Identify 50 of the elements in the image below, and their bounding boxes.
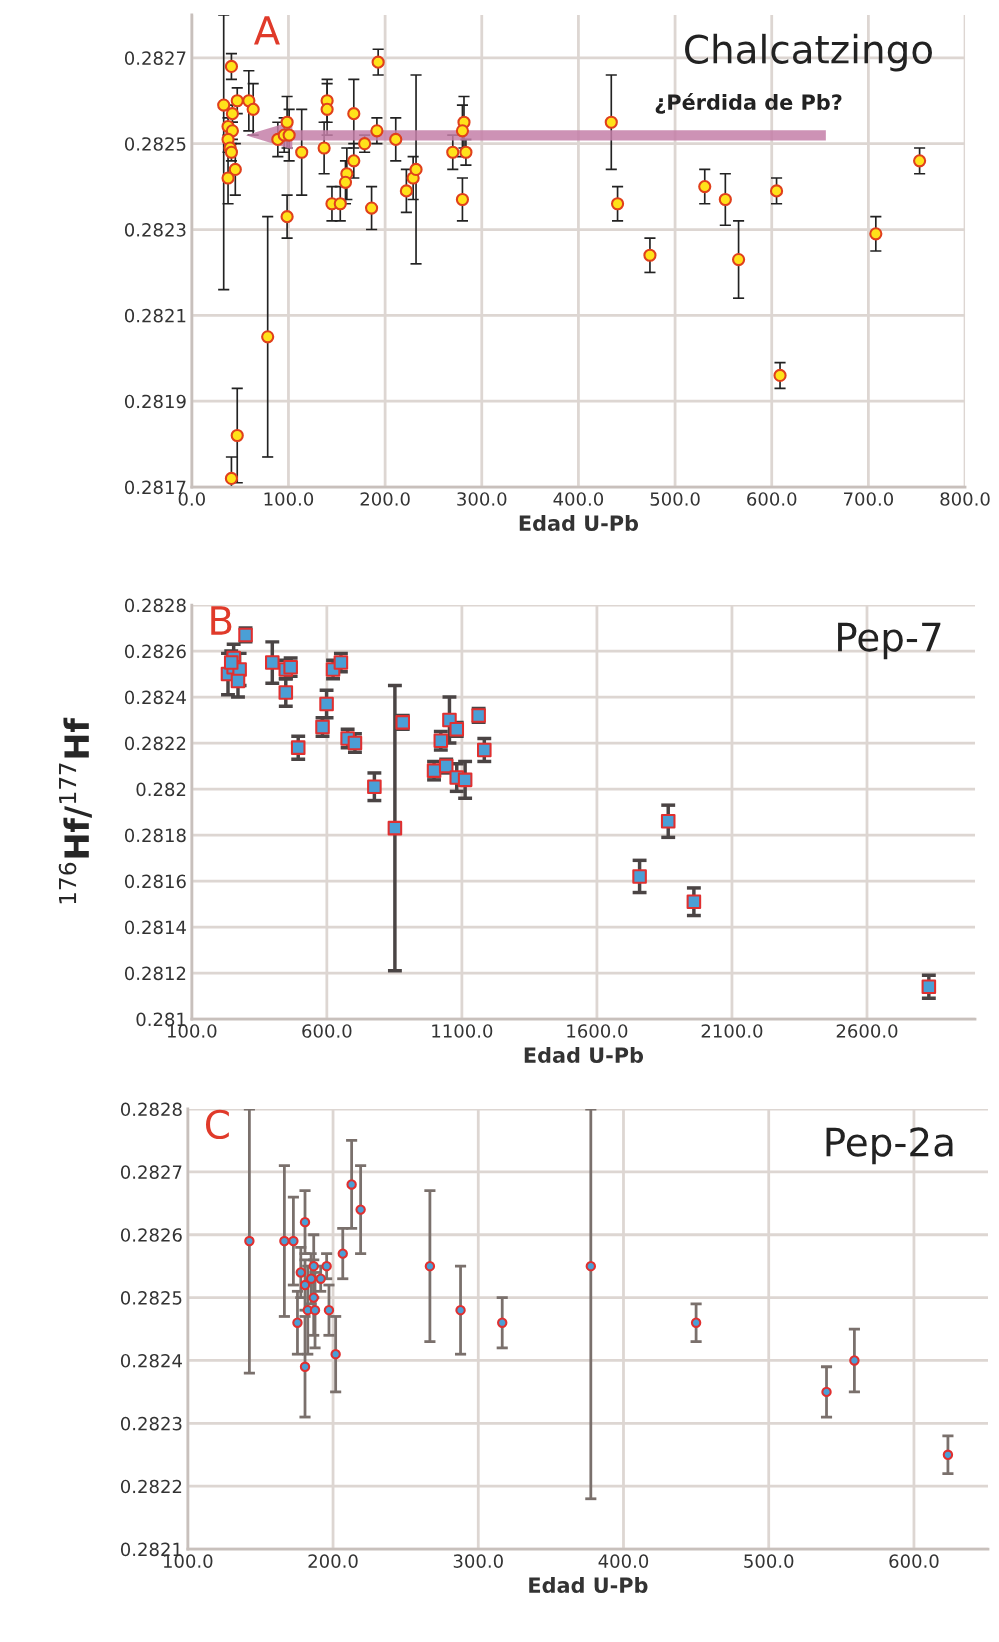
y-tick-label: 0.2816: [124, 874, 186, 889]
y-tick-label: 0.2814: [124, 920, 186, 935]
x-axis-title: Edad U-Pb: [519, 514, 639, 532]
y-tick-label: 0.2828: [120, 1102, 182, 1117]
x-tick-label: 800.0: [940, 492, 990, 506]
y-tick-label: 0.2812: [124, 966, 186, 981]
x-tick-label: 600.0: [747, 492, 797, 506]
annotation: ¿Pérdida de Pb?: [655, 93, 842, 114]
y-tick-label: 0.2823: [120, 1416, 182, 1431]
annotation: C: [206, 1109, 229, 1140]
y-tick-label: 0.2818: [124, 828, 186, 843]
x-tick-label: 600.0: [889, 1554, 939, 1568]
x-tick-label: 600.0: [302, 1024, 352, 1038]
x-axis-title: Edad U-Pb: [529, 1576, 648, 1594]
y-tick-label: 0.2826: [120, 1228, 182, 1242]
x-tick-label: 400.0: [598, 1554, 649, 1568]
x-tick-label: 500.0: [744, 1554, 794, 1568]
x-axis-title: Edad U-Pb: [524, 1046, 644, 1064]
y-tick-label: 0.2826: [124, 644, 186, 659]
y-tick-label: 0.2828: [124, 598, 186, 613]
y-tick-label: 0.2827: [124, 51, 186, 65]
x-tick-label: 200.0: [308, 1554, 358, 1568]
x-tick-label: 300.0: [457, 492, 507, 506]
y-tick-label: 0.282: [136, 782, 186, 797]
chart-title: Pep-2a: [826, 1127, 953, 1165]
y-tick-label: 0.2822: [120, 1479, 182, 1494]
y-tick-label: 0.2824: [120, 1353, 182, 1368]
x-tick-label: 300.0: [453, 1554, 503, 1568]
y-axis-title: $^{176}$Hf/$^{177}$Hf: [58, 717, 92, 904]
x-tick-label: 700.0: [844, 492, 894, 506]
x-tick-label: 500.0: [650, 492, 700, 506]
y-tick-label: 0.2822: [124, 736, 186, 751]
y-tick-label: 0.2825: [124, 137, 186, 151]
y-tick-label: 0.2819: [124, 394, 186, 409]
y-tick-label: 0.2821: [124, 308, 186, 323]
x-tick-label: 1600.0: [567, 1024, 628, 1038]
x-tick-label: 200.0: [360, 492, 410, 506]
chart-title: Pep-7: [838, 622, 941, 660]
annotation: B: [211, 606, 232, 635]
x-tick-label: 2100.0: [701, 1024, 763, 1038]
y-tick-label: 0.2825: [120, 1291, 182, 1305]
x-tick-label: 400.0: [553, 492, 604, 506]
y-tick-label: 0.2827: [120, 1165, 182, 1179]
y-tick-label: 0.2824: [124, 690, 186, 705]
y-tick-label: 0.2823: [124, 222, 186, 237]
x-tick-label: 100.0: [264, 492, 314, 506]
chart-title: Chalcatzingo: [685, 33, 932, 72]
annotation: A: [253, 16, 280, 45]
x-tick-label: 2600.0: [836, 1024, 898, 1038]
x-tick-label: 1100.0: [432, 1024, 493, 1038]
